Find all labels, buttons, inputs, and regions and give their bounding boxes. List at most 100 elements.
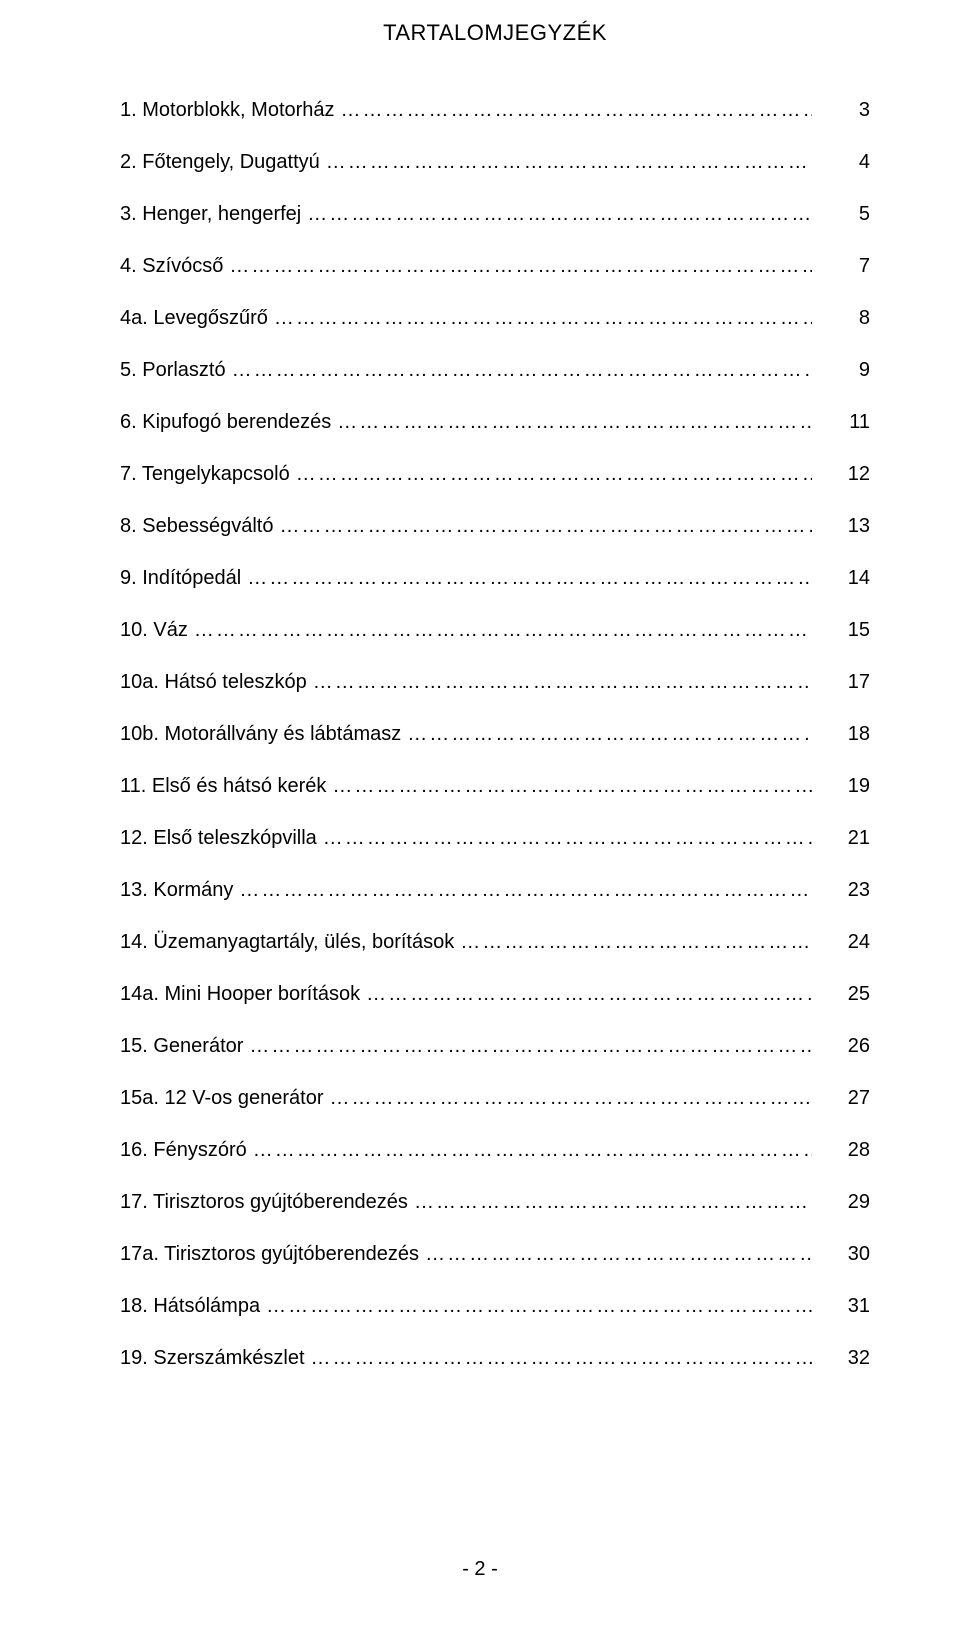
toc-page-number: 17 bbox=[812, 670, 870, 694]
toc-page-number: 9 bbox=[812, 358, 870, 382]
toc-label: 7. Tengelykapcsoló bbox=[120, 462, 296, 486]
toc-page-number: 32 bbox=[812, 1346, 870, 1370]
toc-row: 13. Kormány 23 bbox=[120, 878, 870, 902]
toc-page-number: 5 bbox=[812, 202, 870, 226]
toc-label: 10a. Hátsó teleszkóp bbox=[120, 670, 313, 694]
toc-row: 9. Indítópedál 14 bbox=[120, 566, 870, 590]
toc-page-number: 15 bbox=[812, 618, 870, 642]
toc-row: 1. Motorblokk, Motorház 3 bbox=[120, 98, 870, 122]
toc-label: 6. Kipufogó berendezés bbox=[120, 410, 337, 434]
toc-leader bbox=[229, 254, 812, 278]
toc-leader bbox=[239, 878, 812, 902]
toc-row: 6. Kipufogó berendezés 11 bbox=[120, 410, 870, 434]
toc-page-number: 24 bbox=[812, 930, 870, 954]
toc-leader bbox=[279, 514, 812, 538]
toc-page-number: 31 bbox=[812, 1294, 870, 1318]
toc-page-number: 7 bbox=[812, 254, 870, 278]
toc-row: 2. Főtengely, Dugattyú 4 bbox=[120, 150, 870, 174]
toc-leader bbox=[311, 1346, 812, 1370]
toc-page-number: 11 bbox=[812, 410, 870, 434]
toc-row: 12. Első teleszkópvilla21 bbox=[120, 826, 870, 850]
toc-label: 14. Üzemanyagtartály, ülés, borítások bbox=[120, 930, 460, 954]
toc-page-number: 26 bbox=[812, 1034, 870, 1058]
toc-row: 17a. Tirisztoros gyújtóberendezés 30 bbox=[120, 1242, 870, 1266]
toc-label: 3. Henger, hengerfej bbox=[120, 202, 307, 226]
toc-row: 10b. Motorállvány és lábtámasz 18 bbox=[120, 722, 870, 746]
toc-leader bbox=[296, 462, 812, 486]
toc-row: 10a. Hátsó teleszkóp 17 bbox=[120, 670, 870, 694]
toc-label: 13. Kormány bbox=[120, 878, 239, 902]
document-page: TARTALOMJEGYZÉK 1. Motorblokk, Motorház 3… bbox=[0, 0, 960, 1629]
toc-label: 10b. Motorállvány és lábtámasz bbox=[120, 722, 407, 746]
toc-page-number: 14 bbox=[812, 566, 870, 590]
toc-row: 16. Fényszóró 28 bbox=[120, 1138, 870, 1162]
toc-label: 16. Fényszóró bbox=[120, 1138, 253, 1162]
toc-row: 4a. Levegőszűrő 8 bbox=[120, 306, 870, 330]
toc-row: 10. Váz 15 bbox=[120, 618, 870, 642]
toc-leader bbox=[194, 618, 812, 642]
toc-page-number: 13 bbox=[812, 514, 870, 538]
toc-page-number: 8 bbox=[812, 306, 870, 330]
toc-page-number: 28 bbox=[812, 1138, 870, 1162]
toc-leader bbox=[460, 930, 812, 954]
toc-page-number: 23 bbox=[812, 878, 870, 902]
toc-row: 14a. Mini Hooper borítások 25 bbox=[120, 982, 870, 1006]
toc-label: 9. Indítópedál bbox=[120, 566, 247, 590]
toc-page-number: 18 bbox=[812, 722, 870, 746]
page-title: TARTALOMJEGYZÉK bbox=[120, 20, 870, 46]
toc-leader bbox=[337, 410, 812, 434]
toc-label: 19. Szerszámkészlet bbox=[120, 1346, 311, 1370]
toc-row: 18. Hátsólámpa 31 bbox=[120, 1294, 870, 1318]
toc-leader bbox=[232, 358, 812, 382]
toc-label: 17. Tirisztoros gyújtóberendezés bbox=[120, 1190, 414, 1214]
toc-row: 8. Sebességváltó 13 bbox=[120, 514, 870, 538]
toc-label: 5. Porlasztó bbox=[120, 358, 232, 382]
toc-row: 3. Henger, hengerfej 5 bbox=[120, 202, 870, 226]
toc-leader bbox=[323, 826, 812, 850]
toc-leader bbox=[247, 566, 812, 590]
toc-label: 4. Szívócső bbox=[120, 254, 229, 278]
toc-leader bbox=[425, 1242, 812, 1266]
toc-label: 2. Főtengely, Dugattyú bbox=[120, 150, 326, 174]
toc-leader bbox=[326, 150, 812, 174]
toc-label: 14a. Mini Hooper borítások bbox=[120, 982, 366, 1006]
toc-label: 15a. 12 V-os generátor bbox=[120, 1086, 329, 1110]
toc-page-number: 4 bbox=[812, 150, 870, 174]
toc-label: 11. Első és hátsó kerék bbox=[120, 774, 332, 798]
toc-leader bbox=[249, 1034, 812, 1058]
toc-label: 15. Generátor bbox=[120, 1034, 249, 1058]
toc-leader bbox=[329, 1086, 812, 1110]
toc-label: 8. Sebességváltó bbox=[120, 514, 279, 538]
toc-page-number: 21 bbox=[812, 826, 870, 850]
toc-leader bbox=[407, 722, 812, 746]
toc-leader bbox=[332, 774, 812, 798]
toc-leader bbox=[414, 1190, 812, 1214]
toc-label: 10. Váz bbox=[120, 618, 194, 642]
toc-row: 5. Porlasztó 9 bbox=[120, 358, 870, 382]
toc-label: 1. Motorblokk, Motorház bbox=[120, 98, 341, 122]
toc-row: 15a. 12 V-os generátor 27 bbox=[120, 1086, 870, 1110]
page-footer: - 2 - bbox=[0, 1558, 960, 1581]
toc-page-number: 30 bbox=[812, 1242, 870, 1266]
toc-leader bbox=[313, 670, 812, 694]
toc-row: 17. Tirisztoros gyújtóberendezés 29 bbox=[120, 1190, 870, 1214]
toc-page-number: 12 bbox=[812, 462, 870, 486]
toc-row: 15. Generátor 26 bbox=[120, 1034, 870, 1058]
toc-label: 17a. Tirisztoros gyújtóberendezés bbox=[120, 1242, 425, 1266]
toc-page-number: 3 bbox=[812, 98, 870, 122]
toc-row: 7. Tengelykapcsoló 12 bbox=[120, 462, 870, 486]
toc-row: 11. Első és hátsó kerék 19 bbox=[120, 774, 870, 798]
toc-leader bbox=[341, 98, 812, 122]
toc-leader bbox=[366, 982, 812, 1006]
toc-label: 4a. Levegőszűrő bbox=[120, 306, 274, 330]
toc-row: 19. Szerszámkészlet 32 bbox=[120, 1346, 870, 1370]
toc-row: 4. Szívócső 7 bbox=[120, 254, 870, 278]
toc-leader bbox=[253, 1138, 812, 1162]
toc-label: 18. Hátsólámpa bbox=[120, 1294, 266, 1318]
toc-page-number: 25 bbox=[812, 982, 870, 1006]
toc-leader bbox=[307, 202, 812, 226]
toc-page-number: 19 bbox=[812, 774, 870, 798]
toc-page-number: 29 bbox=[812, 1190, 870, 1214]
toc-page-number: 27 bbox=[812, 1086, 870, 1110]
toc-row: 14. Üzemanyagtartály, ülés, borítások 24 bbox=[120, 930, 870, 954]
